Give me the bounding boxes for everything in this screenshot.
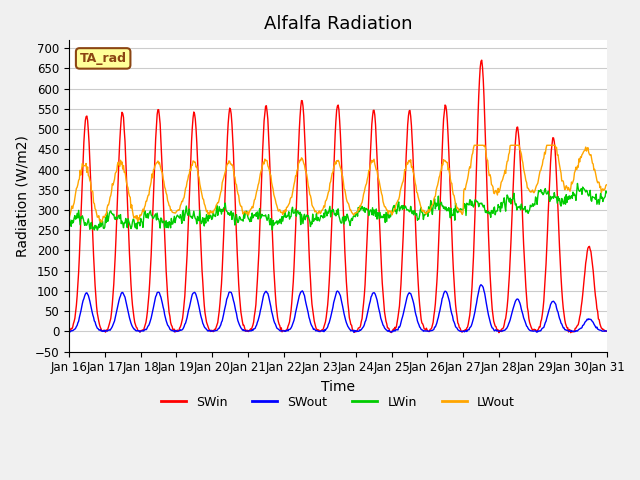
SWout bbox=[213, 327, 221, 333]
LWin bbox=[131, 223, 138, 229]
SWin bbox=[419, 321, 426, 326]
Line: SWout: SWout bbox=[69, 285, 607, 332]
LWin bbox=[186, 206, 193, 212]
SWin bbox=[478, 57, 486, 63]
SWin bbox=[185, 215, 193, 221]
SWout bbox=[404, 292, 412, 298]
LWout bbox=[75, 177, 83, 183]
Line: LWin: LWin bbox=[69, 183, 607, 230]
SWout bbox=[350, 329, 358, 335]
Title: Alfalfa Radiation: Alfalfa Radiation bbox=[264, 15, 412, 33]
SWin bbox=[130, 314, 138, 320]
Text: TA_rad: TA_rad bbox=[79, 52, 127, 65]
LWin bbox=[75, 207, 83, 213]
SWout bbox=[477, 282, 485, 288]
SWin bbox=[567, 330, 575, 336]
Legend: SWin, SWout, LWin, LWout: SWin, SWout, LWin, LWout bbox=[156, 391, 520, 414]
LWout bbox=[420, 207, 428, 213]
SWin bbox=[603, 328, 611, 334]
LWin bbox=[603, 190, 611, 195]
SWout bbox=[130, 326, 138, 332]
SWin bbox=[213, 322, 221, 328]
LWout bbox=[65, 218, 73, 224]
Y-axis label: Radiation (W/m2): Radiation (W/m2) bbox=[15, 135, 29, 257]
LWout bbox=[214, 200, 221, 205]
SWout bbox=[420, 328, 428, 334]
LWout bbox=[97, 219, 105, 225]
LWout bbox=[131, 215, 138, 220]
X-axis label: Time: Time bbox=[321, 380, 355, 394]
LWin bbox=[65, 219, 73, 225]
Line: LWout: LWout bbox=[69, 145, 607, 222]
LWout bbox=[186, 171, 193, 177]
SWin bbox=[65, 328, 73, 334]
LWin bbox=[93, 227, 101, 233]
LWin bbox=[420, 216, 428, 222]
SWout bbox=[185, 307, 193, 313]
LWin bbox=[214, 213, 221, 218]
LWin bbox=[573, 180, 581, 186]
SWout bbox=[65, 328, 73, 334]
Line: SWin: SWin bbox=[69, 60, 607, 333]
LWout bbox=[470, 143, 478, 148]
SWout bbox=[603, 328, 611, 334]
LWout bbox=[404, 161, 412, 167]
SWin bbox=[75, 269, 83, 275]
SWin bbox=[403, 137, 411, 143]
LWout bbox=[603, 182, 611, 188]
LWin bbox=[404, 207, 412, 213]
SWout bbox=[75, 318, 83, 324]
